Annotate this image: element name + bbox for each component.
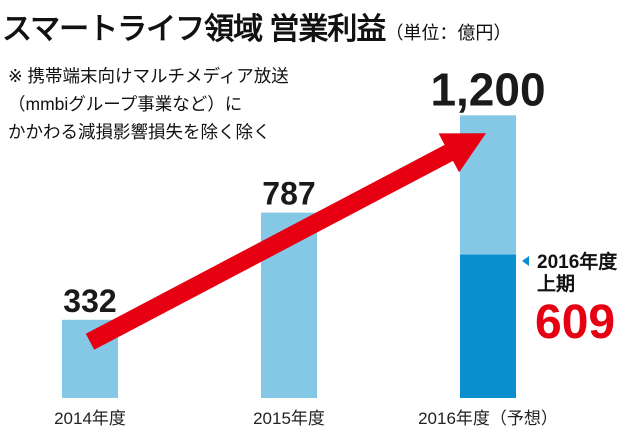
- bar-first-half-3: [460, 254, 516, 398]
- chart-title: スマートライフ領域 営業利益（単位：億円）: [2, 4, 511, 48]
- category-label-2: 2015年度: [253, 409, 325, 428]
- footnote: ※ 携帯端末向けマルチメディア放送 （mmbiグループ事業など）に かかわる減損…: [8, 62, 289, 146]
- pointer-triangle-icon: [522, 256, 529, 266]
- callout-year-label: 2016年度: [537, 252, 618, 273]
- title-main: スマートライフ領域 営業利益: [2, 13, 386, 46]
- value-label-3: 1,200: [430, 63, 545, 115]
- callout-half-label: 上期: [537, 274, 576, 295]
- note-line-3: かかわる減損影響損失を除く除く: [8, 122, 271, 142]
- value-label-1: 332: [63, 283, 116, 319]
- category-label-3: 2016年度（予想）: [418, 409, 558, 428]
- title-unit: （単位：億円）: [385, 23, 512, 43]
- note-line-2: （mmbiグループ事業など）に: [8, 94, 243, 114]
- category-label-1: 2014年度: [54, 409, 126, 428]
- trend-arrow: [85, 133, 487, 350]
- callout-half-value: 609: [535, 296, 616, 349]
- value-label-2: 787: [262, 176, 315, 212]
- note-line-1: ※ 携帯端末向けマルチメディア放送: [8, 66, 289, 86]
- first-half-callout: 2016年度 上期 609: [522, 252, 617, 348]
